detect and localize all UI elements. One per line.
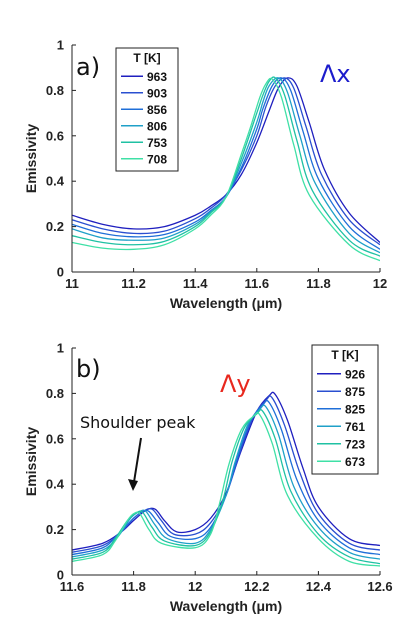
panel-label: a) xyxy=(76,53,100,81)
x-tick-label: 11 xyxy=(65,276,79,291)
legend-label-825: 825 xyxy=(345,402,365,416)
series-line-963 xyxy=(72,77,380,243)
series-group xyxy=(72,391,380,567)
x-axis-label: Wavelength (μm) xyxy=(170,598,282,614)
shoulder-peak-arrowhead xyxy=(128,479,138,491)
series-line-806 xyxy=(72,77,380,254)
x-tick-label: 12.2 xyxy=(244,579,269,594)
series-line-856 xyxy=(72,77,380,250)
y-axis-label: Emissivity xyxy=(23,124,39,193)
x-tick-label: 12.6 xyxy=(367,579,392,594)
legend-label-926: 926 xyxy=(345,367,365,381)
x-tick-label: 12 xyxy=(188,579,202,594)
y-tick-label: 0.4 xyxy=(46,477,65,492)
lambda-annotation: Λy xyxy=(220,370,251,398)
x-tick-label: 11.8 xyxy=(306,276,331,291)
y-tick-label: 0.8 xyxy=(46,386,64,401)
series-line-708 xyxy=(72,77,380,262)
legend: T [K] 926 875 825 761 723 673 xyxy=(311,344,379,475)
legend-label-963: 963 xyxy=(147,70,167,84)
x-tick-label: 11.8 xyxy=(121,579,146,594)
series-line-903 xyxy=(72,77,380,246)
y-tick-label: 0.6 xyxy=(46,128,64,143)
shoulder-peak-arrow xyxy=(133,437,142,483)
legend-label-723: 723 xyxy=(345,437,365,451)
x-tick-label: 12 xyxy=(373,276,387,291)
y-tick-label: 1 xyxy=(57,341,64,356)
chart-panel-a: 11 11.2 11.4 11.6 11.8 12 0 0.2 0.4 0.6 0.8 1 Wavele… xyxy=(23,38,387,312)
y-tick-label: 0.6 xyxy=(46,431,64,446)
y-axis-label: Emissivity xyxy=(23,427,39,496)
x-tick-label: 11.6 xyxy=(60,579,85,594)
x-tick-label: 11.6 xyxy=(245,276,270,291)
legend-label-875: 875 xyxy=(345,385,365,399)
x-axis-label: Wavelength (μm) xyxy=(170,295,282,311)
y-tick-label: 0.4 xyxy=(46,174,65,189)
series-line-753 xyxy=(72,76,380,257)
y-tick-label: 1 xyxy=(57,38,64,53)
panel-label: b) xyxy=(76,355,101,383)
x-tick-label: 12.4 xyxy=(306,579,332,594)
legend-label-856: 856 xyxy=(147,103,167,117)
x-tick-label: 11.4 xyxy=(183,276,208,291)
series-line-673 xyxy=(72,412,380,567)
legend-label-673: 673 xyxy=(345,455,365,469)
chart-panel-b: 11.6 11.8 12 12.2 12.4 12.6 0 0.2 0.4 0.6 0.8 1 Wave… xyxy=(23,341,393,615)
legend-title: T [K] xyxy=(133,51,160,65)
y-tick-label: 0 xyxy=(57,265,64,280)
y-tick-label: 0.2 xyxy=(46,522,64,537)
series-group xyxy=(72,76,380,262)
y-tick-label: 0.2 xyxy=(46,219,64,234)
lambda-annotation: Λx xyxy=(320,60,351,88)
legend-label-753: 753 xyxy=(147,136,167,150)
legend-label-761: 761 xyxy=(345,420,365,434)
legend-label-806: 806 xyxy=(147,119,167,133)
y-tick-label: 0 xyxy=(57,568,64,583)
legend-label-708: 708 xyxy=(147,152,167,166)
x-tick-label: 11.2 xyxy=(121,276,146,291)
legend: T [K] 963 903 856 806 753 708 xyxy=(115,47,179,172)
legend-title: T [K] xyxy=(331,348,358,362)
y-tick-label: 0.8 xyxy=(46,83,64,98)
shoulder-peak-annotation: Shoulder peak xyxy=(80,413,196,432)
legend-label-903: 903 xyxy=(147,86,167,100)
